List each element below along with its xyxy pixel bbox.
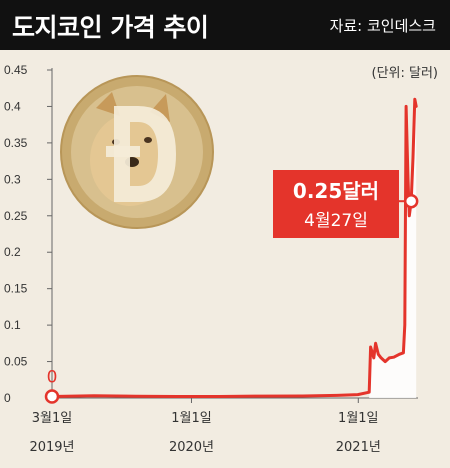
x-tick-label: 1월1일: [171, 411, 211, 426]
x-tick-label: 3월1일: [32, 411, 72, 426]
y-tick-label: 0.3: [4, 172, 21, 186]
highlight-point: [403, 193, 419, 209]
y-tick-label: 0.35: [4, 136, 28, 150]
point-value-label: 0: [47, 368, 58, 388]
y-tick-label: 0.2: [4, 245, 21, 259]
dogecoin-logo-icon: [60, 75, 214, 229]
x-tick-year-label: 2019년: [29, 440, 74, 455]
y-tick-label: 0.15: [4, 282, 28, 296]
callout-box: [273, 170, 399, 238]
y-tick-label: 0.25: [4, 209, 28, 223]
x-tick-label: 1월1일: [338, 411, 378, 426]
y-tick-label: 0.4: [4, 99, 21, 113]
chart-title: 도지코인 가격 추이: [12, 13, 209, 42]
callout-date: 4월27일: [304, 211, 368, 231]
highlight-point: [44, 389, 60, 404]
header-bar: 도지코인 가격 추이 자료: 코인데스크: [0, 0, 450, 50]
callout-value: 0.25달러: [293, 179, 379, 203]
y-tick-label: 0: [4, 391, 11, 405]
x-tick-year-label: 2021년: [336, 440, 381, 455]
y-tick-label: 0.05: [4, 355, 28, 369]
y-tick-label: 0.45: [4, 63, 28, 77]
source-label: 자료: 코인데스크: [329, 17, 436, 35]
x-tick-year-label: 2020년: [169, 440, 214, 455]
series-area: [369, 99, 417, 398]
unit-label: (단위: 달러): [371, 66, 439, 81]
y-tick-label: 0.1: [4, 318, 21, 332]
